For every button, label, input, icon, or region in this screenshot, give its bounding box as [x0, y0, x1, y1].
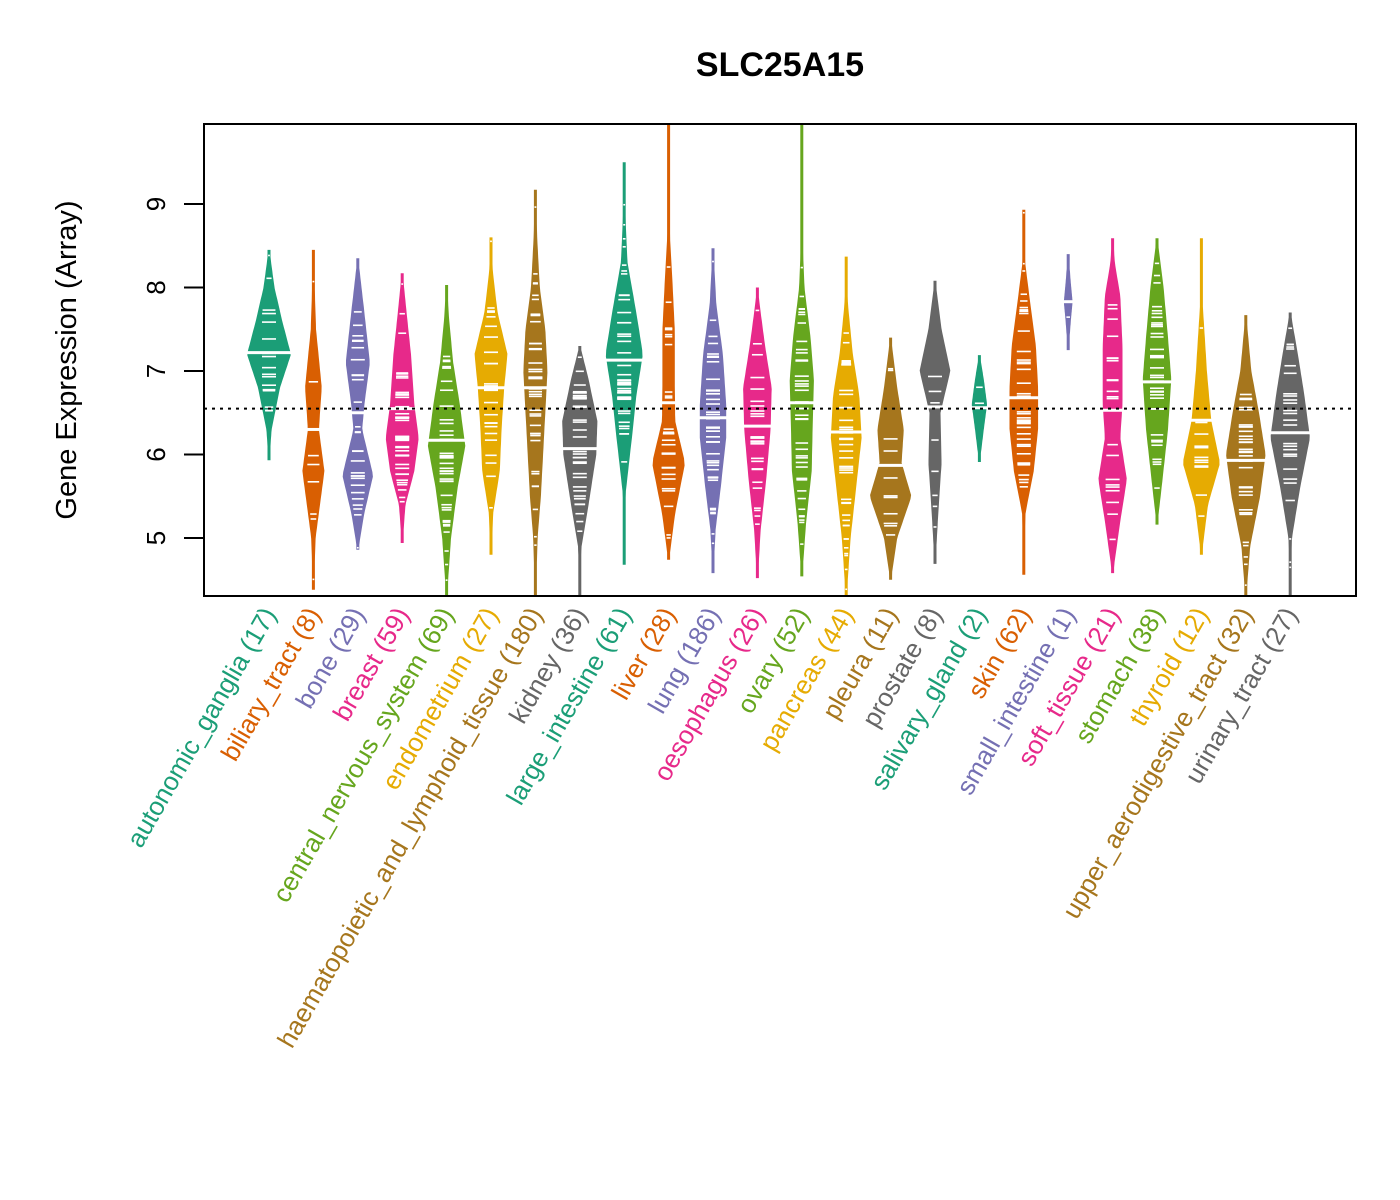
violin-body [652, 124, 685, 560]
violin-bone [342, 258, 373, 550]
chart-title: SLC25A15 [696, 46, 864, 84]
violin-autonomic-ganglia [246, 249, 292, 461]
violin-body [342, 258, 373, 550]
violin-body [302, 249, 325, 590]
violin-large-intestine [605, 162, 643, 565]
violin-urinary-tract [1270, 312, 1311, 597]
violin-pleura [870, 337, 912, 580]
violin-body [1098, 238, 1127, 574]
violin-small-intestine [1062, 254, 1074, 351]
violin-body [474, 237, 508, 555]
violin-kidney [562, 346, 598, 597]
violin-biliary-tract [302, 249, 325, 590]
violin-central-nervous-system [427, 285, 466, 597]
violin-soft-tissue [1098, 238, 1127, 574]
violin-stomach [1141, 238, 1173, 525]
violin-lung [698, 248, 728, 574]
violin-body [605, 162, 643, 565]
violin-body [247, 249, 291, 461]
plot-frame [203, 123, 1357, 597]
violin-prostate [919, 280, 951, 564]
violin-body [789, 124, 814, 577]
violin-upper-aerodigestive-tract [1225, 315, 1266, 597]
y-tick-label: 9 [141, 197, 171, 211]
violin-haematopoietic-and-lymphoid-tissue [523, 189, 548, 597]
violin-pancreas [830, 256, 863, 597]
violin-body [523, 189, 548, 597]
violin-body [919, 280, 951, 564]
violin-oesophagus [743, 287, 772, 579]
y-tick-label: 5 [141, 531, 171, 545]
y-tick-label: 7 [141, 364, 171, 378]
violin-breast [385, 273, 419, 543]
violin-body [1183, 238, 1220, 555]
y-tick-label: 6 [141, 447, 171, 461]
violin-body [562, 346, 598, 597]
violin-ovary [789, 124, 815, 577]
violins-group [246, 124, 1311, 597]
violin-liver [652, 124, 685, 560]
violin-body [699, 248, 727, 574]
y-tick-label: 8 [141, 280, 171, 294]
violin-endometrium [474, 237, 508, 555]
y-axis: 5 6 7 8 9 [141, 197, 204, 545]
x-axis-labels: autonomic_ganglia (17)biliary_tract (8)b… [120, 602, 1303, 1053]
violin-body [870, 337, 912, 580]
violin-thyroid [1183, 238, 1220, 555]
violin-body [743, 287, 772, 579]
violin-skin [1008, 209, 1040, 575]
y-axis-label: Gene Expression (Array) [51, 200, 83, 519]
violin-body [1009, 209, 1039, 575]
